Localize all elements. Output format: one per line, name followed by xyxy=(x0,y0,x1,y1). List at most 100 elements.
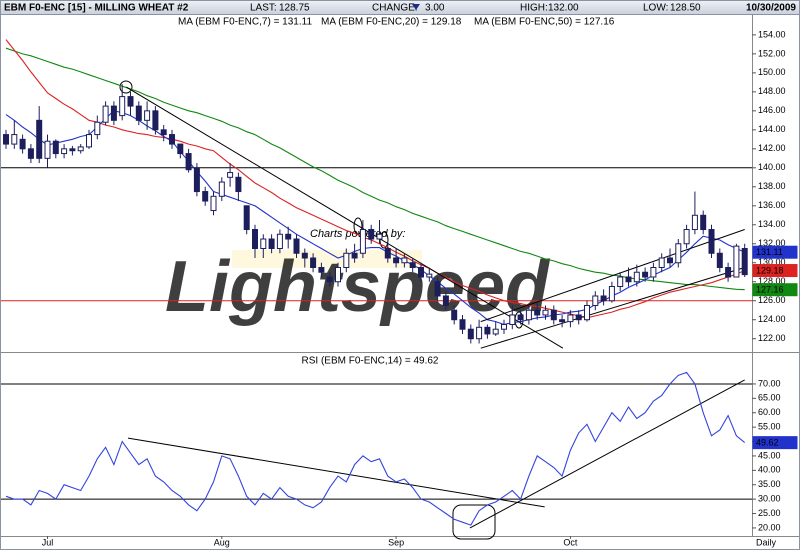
candle-body xyxy=(517,314,524,321)
candle-body xyxy=(3,134,9,145)
candle-body xyxy=(343,252,350,268)
y-tick-label: 60.00 xyxy=(758,407,781,417)
candle-body xyxy=(218,181,225,197)
trend-line xyxy=(480,267,745,349)
candle-body xyxy=(235,176,242,193)
low-label: LOW: xyxy=(643,3,668,14)
value-box-label: 127.16 xyxy=(756,285,784,295)
candle-body xyxy=(152,110,159,131)
value-box xyxy=(752,245,798,259)
value-box-label: 49.62 xyxy=(756,438,779,448)
candle-body xyxy=(359,229,366,254)
y-tick-label: 45.00 xyxy=(758,450,781,460)
candle-body xyxy=(716,252,723,268)
x-tick-label: Oct xyxy=(563,537,578,547)
candle-body xyxy=(276,233,283,250)
candle-body xyxy=(268,238,275,250)
candle-body xyxy=(102,105,109,123)
candle-body xyxy=(135,105,142,121)
candle-body xyxy=(650,267,657,278)
annotation-box xyxy=(452,504,496,540)
high-value: 132.00 xyxy=(548,3,579,14)
candle-body xyxy=(285,233,292,240)
candle-body xyxy=(36,119,43,159)
candle-body xyxy=(210,195,217,212)
chart-title: EBM F0-ENC [15] - MILLING WHEAT #2 xyxy=(4,3,189,14)
candle-body xyxy=(492,328,499,335)
y-tick-label: 122.00 xyxy=(758,333,786,343)
watermark-stripe xyxy=(232,250,422,268)
value-box-label: 131.11 xyxy=(756,247,783,257)
candle-body xyxy=(426,273,433,278)
candle-body xyxy=(27,148,34,159)
candle-body xyxy=(442,295,449,306)
y-tick-label: 148.00 xyxy=(758,86,786,96)
candle-body xyxy=(227,172,234,178)
candle-body xyxy=(243,205,250,231)
candle-body xyxy=(401,257,408,264)
y-tick-label: 126.00 xyxy=(758,295,786,305)
candle-body xyxy=(326,276,333,283)
candle-body xyxy=(335,267,341,283)
y-tick-label: 140.00 xyxy=(758,162,786,172)
legend-ma50: MA (EBM F0-ENC,50) = 127.16 xyxy=(474,17,615,28)
legend-ma7: MA (EBM F0-ENC,7) = 131.11 xyxy=(178,17,312,28)
candle-body xyxy=(625,276,632,283)
candle-body xyxy=(384,248,391,259)
watermark-logo: Lightspeed xyxy=(165,247,551,327)
candle-body xyxy=(741,248,748,276)
last-value: 128.75 xyxy=(279,3,310,14)
candle-body xyxy=(19,138,26,150)
candle-body xyxy=(708,229,715,254)
y-tick-label: 136.00 xyxy=(758,200,786,210)
candle-body xyxy=(351,252,358,259)
candle-body xyxy=(318,267,325,273)
candle-body xyxy=(193,167,200,193)
legend-ma20: MA (EBM F0-ENC,20) = 129.18 xyxy=(321,17,462,28)
candle-body xyxy=(467,328,474,340)
candle-body xyxy=(592,295,599,306)
y-tick-label: 55.00 xyxy=(758,422,781,432)
candle-body xyxy=(393,257,400,264)
candle-body xyxy=(542,309,549,316)
y-tick-label: 30.00 xyxy=(758,494,781,504)
y-tick-label: 40.00 xyxy=(758,465,781,475)
date: 10/30/2009 xyxy=(746,3,796,14)
candle-body xyxy=(202,191,209,202)
candle-body xyxy=(160,129,167,136)
candle-body xyxy=(575,314,582,321)
candle-body xyxy=(617,276,624,287)
candle-body xyxy=(409,262,416,268)
y-tick-label: 134.00 xyxy=(758,219,786,229)
y-tick-label: 130.00 xyxy=(758,257,786,267)
x-tick-label: Aug xyxy=(214,537,230,547)
candle-body xyxy=(11,134,18,145)
candle-body xyxy=(293,238,300,254)
candle-body xyxy=(642,271,649,278)
annotation-circle xyxy=(119,80,133,94)
candle-body xyxy=(584,304,590,321)
candle-body xyxy=(484,326,491,335)
candle-body xyxy=(376,233,383,240)
candle-body xyxy=(86,134,92,148)
candle-body xyxy=(61,148,68,155)
y-tick-label: 154.00 xyxy=(758,29,786,39)
value-box-label: 129.18 xyxy=(756,265,784,275)
high-label: HIGH: xyxy=(520,3,548,14)
y-tick-label: 128.00 xyxy=(758,276,786,286)
candle-body xyxy=(633,271,640,283)
moving-average-line xyxy=(5,110,745,326)
value-box xyxy=(752,264,798,278)
candle-body xyxy=(252,229,258,250)
y-tick-label: 138.00 xyxy=(758,181,786,191)
y-tick-label: 146.00 xyxy=(758,105,786,115)
y-tick-label: 70.00 xyxy=(758,378,781,388)
candle-body xyxy=(44,140,51,159)
candle-body xyxy=(110,105,117,121)
candle-body xyxy=(501,323,507,330)
y-tick-label: 144.00 xyxy=(758,124,786,134)
candle-body xyxy=(144,110,151,121)
candle-body xyxy=(608,285,615,302)
candle-body xyxy=(559,319,566,323)
